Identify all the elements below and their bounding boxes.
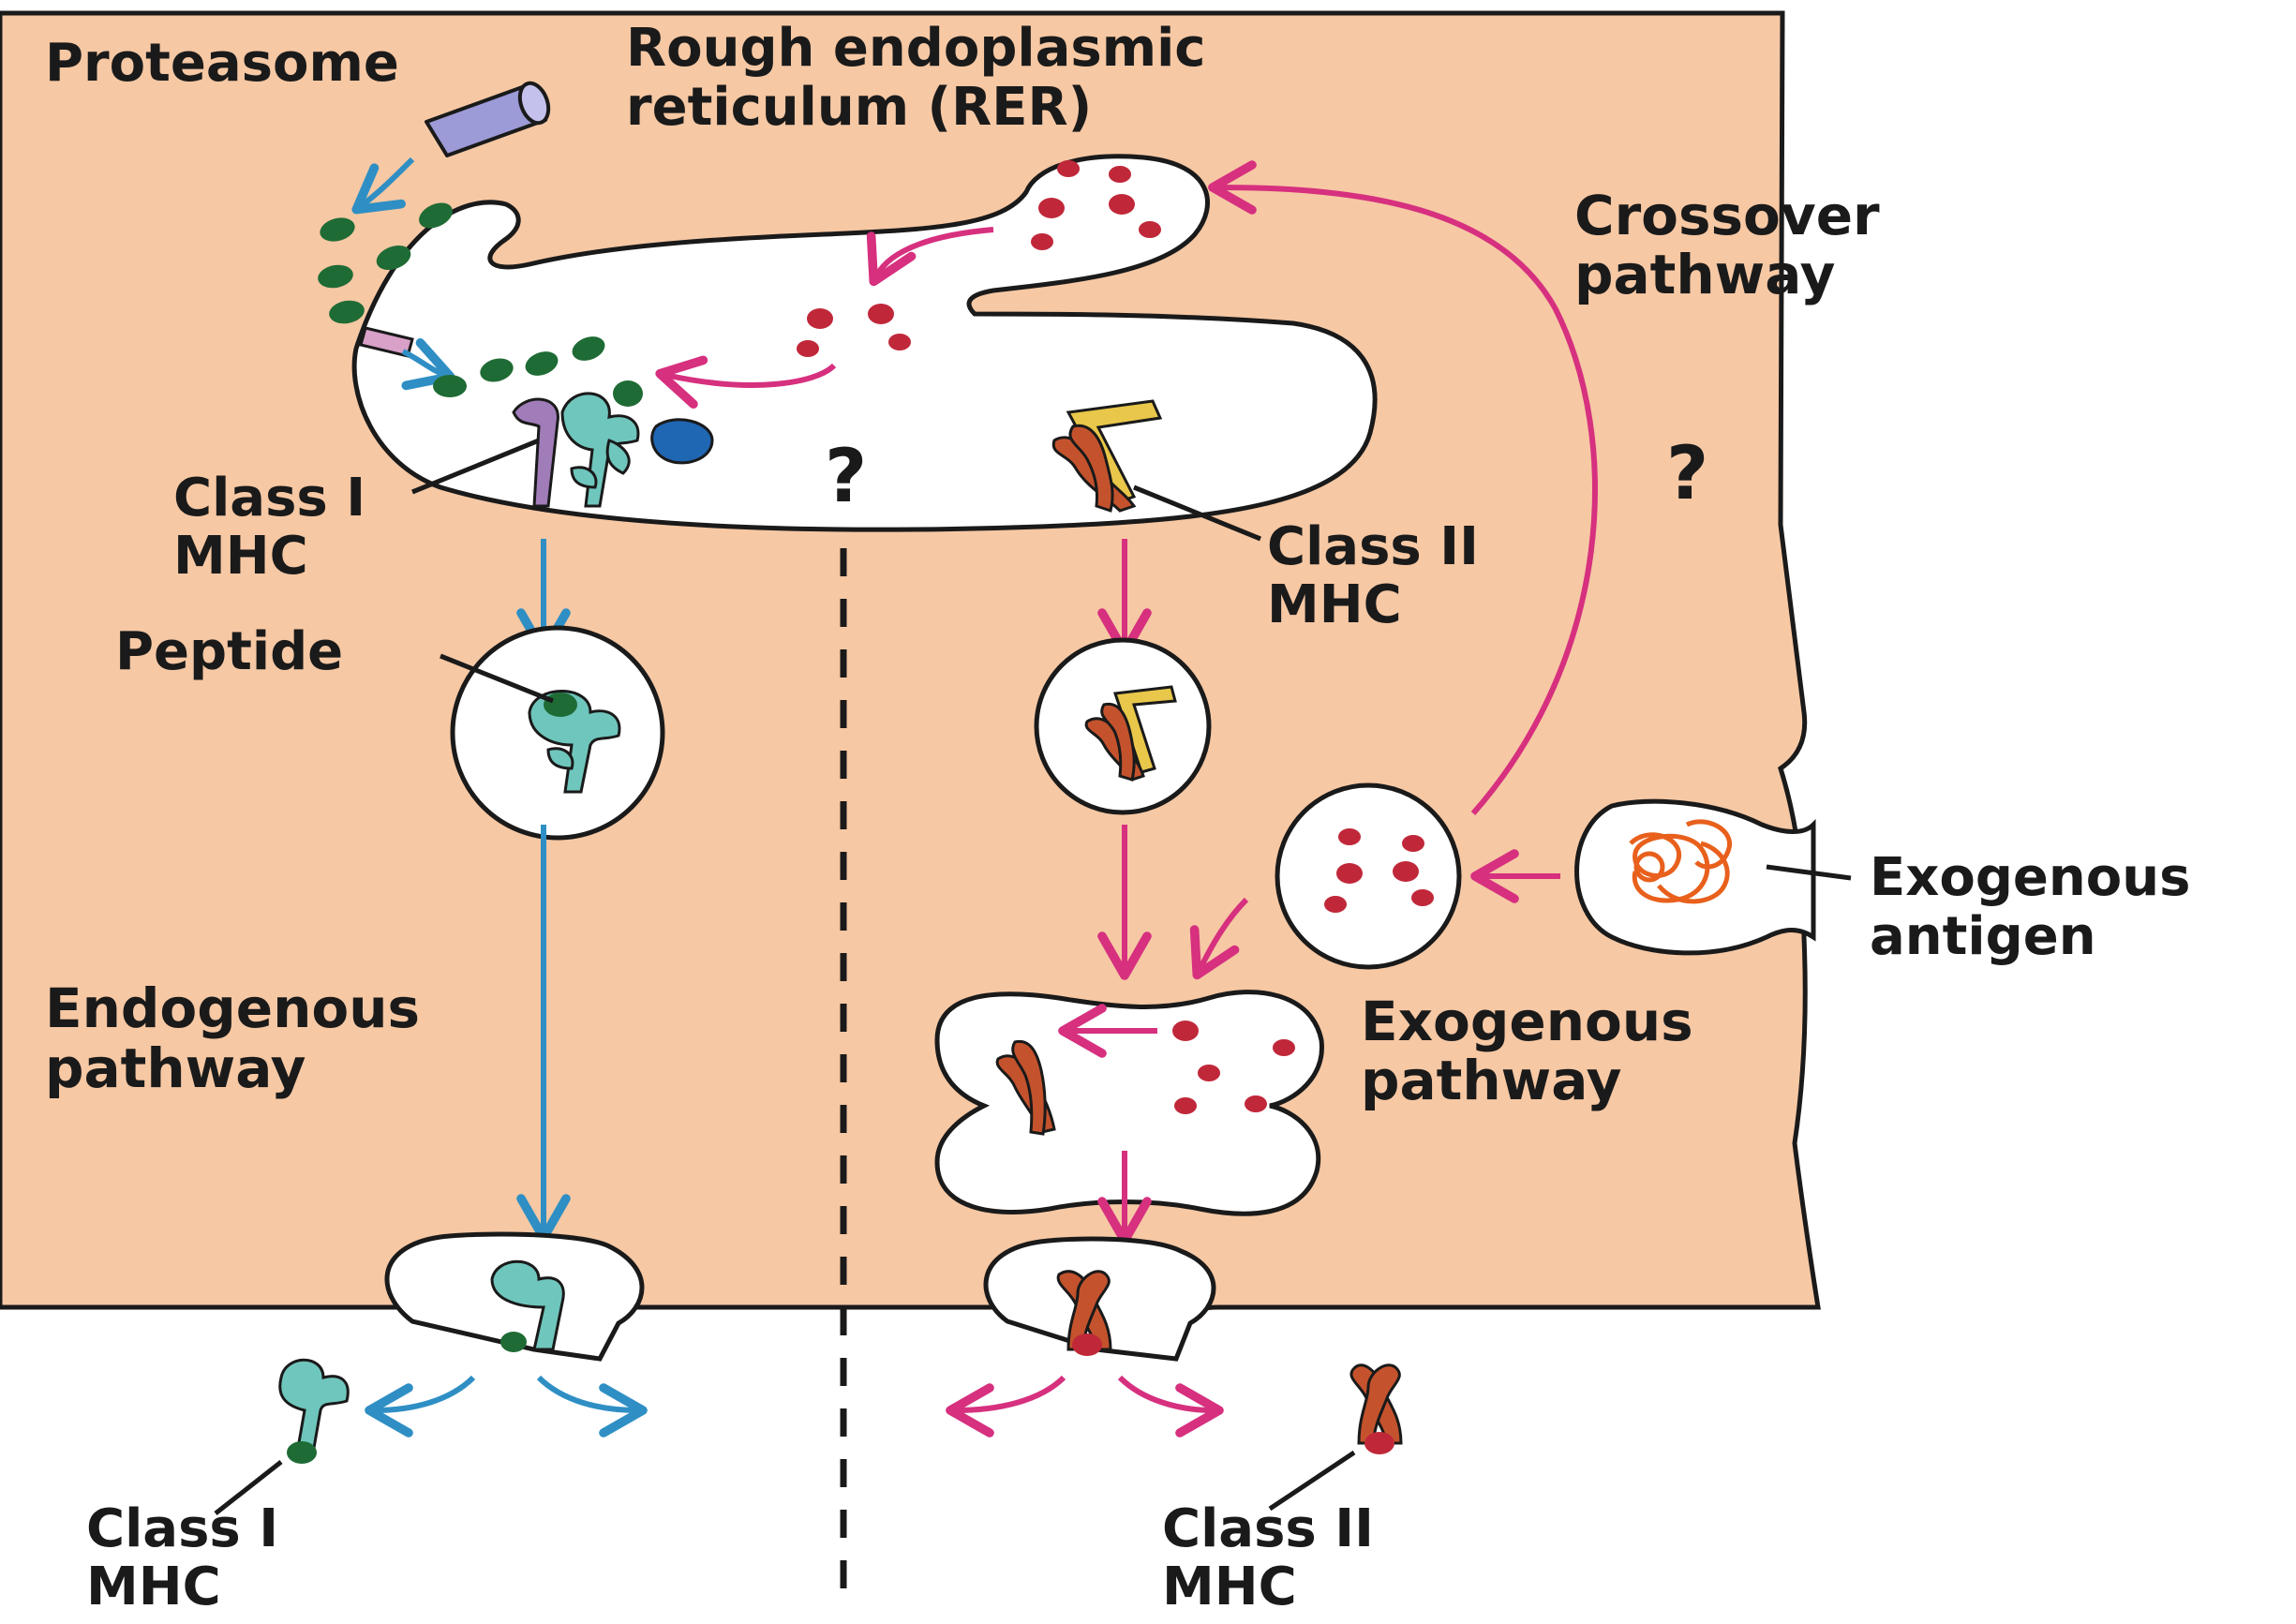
class2-rer-leader — [1133, 484, 1261, 542]
label-class1-rer-line2: MHC — [173, 526, 308, 587]
class2-surface-icon — [1349, 1363, 1403, 1454]
label-crossover-line2: pathway — [1574, 243, 1835, 306]
peptide-leader — [440, 653, 554, 704]
label-proteasome: Proteasome — [45, 33, 399, 94]
er-peptides — [433, 336, 643, 407]
label-class2-rer-line1: Class II — [1267, 516, 1479, 577]
proteasome-arrow — [351, 156, 415, 215]
class1-exocytic-icon — [490, 1259, 565, 1352]
class1-surface-leader — [214, 1460, 283, 1515]
endosome — [1275, 782, 1462, 970]
cytosolic-peptides — [318, 202, 453, 324]
label-endogenous-line1: Endogenous — [45, 976, 420, 1040]
label-class1-rer-line1: Class I — [173, 468, 365, 529]
question-mark-rer: ? — [825, 435, 867, 519]
class2-vesicle-icon — [1084, 685, 1177, 782]
proteasome-icon — [425, 81, 551, 157]
label-rer-line2: reticulum (RER) — [626, 77, 1092, 138]
fusion-antigens — [1172, 1021, 1295, 1114]
label-peptide: Peptide — [115, 621, 343, 682]
label-class2-surface-line2: MHC — [1162, 1557, 1297, 1617]
endosome-to-fusion-arrow — [1189, 897, 1249, 980]
label-exogenous-path-line1: Exogenous — [1361, 990, 1693, 1053]
label-exogenous-antigen-line2: antigen — [1870, 906, 2096, 967]
rer-bud-antigens — [797, 160, 1161, 357]
class2-out-arrow-right — [1117, 1375, 1224, 1438]
tap-arrow — [401, 338, 455, 391]
class2-mhc-rer-icon — [1051, 399, 1163, 513]
class1-mhc-rer-icon — [512, 392, 714, 508]
label-class1-surface-line1: Class I — [86, 1498, 278, 1559]
label-class2-rer-line2: MHC — [1267, 574, 1402, 635]
label-rer-line1: Rough endoplasmic — [626, 18, 1205, 79]
class2-out-arrow-left — [946, 1375, 1066, 1438]
class1-out-arrow-left — [365, 1375, 476, 1438]
question-mark-crossover: ? — [1666, 432, 1708, 516]
class2-exocytic-icon — [1056, 1270, 1112, 1356]
label-exogenous-path-line2: pathway — [1361, 1049, 1621, 1112]
label-exogenous-antigen-line1: Exogenous — [1870, 847, 2190, 908]
label-class1-surface-line2: MHC — [86, 1557, 221, 1617]
endosome-antigens — [1324, 828, 1434, 913]
label-crossover-line1: Crossover — [1574, 184, 1880, 247]
fusion-class2-icon — [995, 1039, 1056, 1136]
rer-internal-arrow-2 — [655, 355, 837, 410]
class1-surface-icon — [278, 1358, 350, 1464]
rer-internal-arrow-1 — [866, 227, 994, 287]
exogenous-antigen-leader — [1766, 864, 1852, 881]
crossover-arrow — [1208, 160, 1598, 815]
class1-out-arrow-right — [536, 1375, 648, 1438]
exogenous-antigen-icon — [1629, 819, 1732, 904]
class1-rer-leader — [411, 438, 540, 495]
label-endogenous-line2: pathway — [45, 1036, 306, 1100]
class2-surface-leader — [1268, 1450, 1356, 1512]
label-class2-surface-line1: Class II — [1162, 1498, 1374, 1559]
